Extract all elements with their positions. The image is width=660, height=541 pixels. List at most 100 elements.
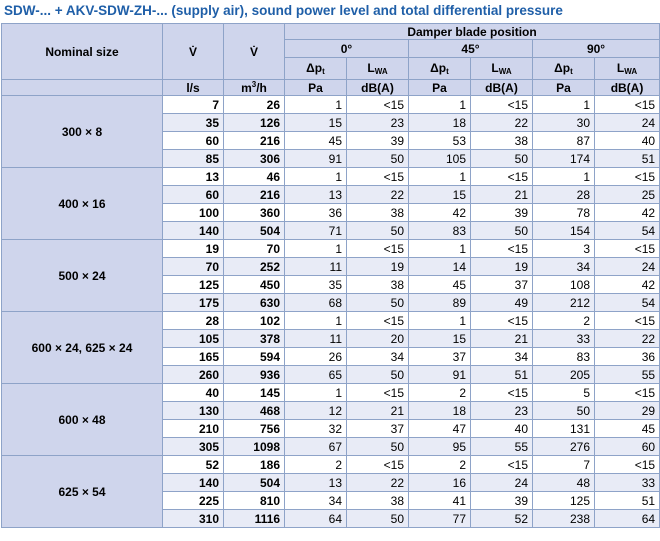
volume-flow-ls-header: V̇ <box>162 23 224 80</box>
value-cell: 3 <box>532 239 595 258</box>
table-row: 600 × 48 40 145 1 <15 2 <15 5 <15 <box>1 383 660 456</box>
value-cell: <15 <box>346 383 409 402</box>
value-cell: <15 <box>346 311 409 330</box>
flow-cell: 126 <box>223 113 285 132</box>
value-cell: 50 <box>470 221 533 240</box>
value-cell: 212 <box>532 293 595 312</box>
value-cell: 24 <box>593 257 660 276</box>
value-cell: 24 <box>470 473 533 492</box>
value-cell: <15 <box>593 95 660 114</box>
value-cell: 22 <box>346 473 409 492</box>
flow-cell: 100 <box>162 203 224 222</box>
unit-pa: Pa <box>408 79 471 96</box>
value-cell: 38 <box>346 491 409 510</box>
value-cell: 14 <box>408 257 471 276</box>
flow-cell: 310 <box>162 509 224 528</box>
flow-cell: 140 <box>162 221 224 240</box>
value-cell: 19 <box>470 257 533 276</box>
value-cell: 13 <box>284 473 347 492</box>
lwa-header: LWA <box>470 57 533 80</box>
flow-cell: 60 <box>162 185 224 204</box>
table-row: 310 1116 64 50 77 52 238 64 <box>2 509 660 528</box>
value-cell: 55 <box>470 437 533 456</box>
value-cell: <15 <box>593 167 660 186</box>
dp-header: Δpt <box>532 57 595 80</box>
value-cell: 28 <box>532 185 595 204</box>
flow-cell: 102 <box>223 311 285 330</box>
value-cell: 68 <box>284 293 347 312</box>
value-cell: 39 <box>470 203 533 222</box>
value-cell: 33 <box>593 473 660 492</box>
value-cell: 2 <box>284 455 347 474</box>
flow-cell: 468 <box>223 401 285 420</box>
value-cell: 91 <box>284 149 347 168</box>
value-cell: 1 <box>532 167 595 186</box>
value-cell: 15 <box>284 113 347 132</box>
value-cell: 5 <box>532 383 595 402</box>
flow-cell: 252 <box>223 257 285 276</box>
value-cell: 1 <box>408 95 471 114</box>
value-cell: <15 <box>470 311 533 330</box>
flow-cell: 306 <box>223 149 285 168</box>
value-cell: 65 <box>284 365 347 384</box>
value-cell: 42 <box>593 275 660 294</box>
position-45-header: 45° <box>408 39 533 58</box>
value-cell: 52 <box>470 509 533 528</box>
value-cell: 1 <box>408 311 471 330</box>
value-cell: 23 <box>346 113 409 132</box>
flow-cell: 70 <box>162 257 224 276</box>
value-cell: 22 <box>346 185 409 204</box>
unit-dba: dB(A) <box>470 79 533 96</box>
value-cell: 64 <box>284 509 347 528</box>
flow-cell: 40 <box>162 383 224 402</box>
value-cell: 37 <box>470 275 533 294</box>
value-cell: 105 <box>408 149 471 168</box>
value-cell: 154 <box>532 221 595 240</box>
flow-cell: 360 <box>223 203 285 222</box>
dp-header: Δpt <box>284 57 347 80</box>
nominal-size-cell: 400 × 16 <box>1 167 163 240</box>
value-cell: 54 <box>593 221 660 240</box>
flow-cell: 145 <box>223 383 285 402</box>
value-cell: <15 <box>593 455 660 474</box>
value-cell: 55 <box>593 365 660 384</box>
value-cell: 39 <box>346 131 409 150</box>
value-cell: 205 <box>532 365 595 384</box>
nominal-size-cell: 300 × 8 <box>1 95 163 168</box>
value-cell: 51 <box>593 149 660 168</box>
flow-cell: 594 <box>223 347 285 366</box>
value-cell: 1 <box>284 167 347 186</box>
value-cell: 21 <box>470 329 533 348</box>
data-table: Nominal size V̇ V̇ Damper blade position… <box>1 23 660 528</box>
unit-ls: l/s <box>162 79 224 96</box>
unit-pa: Pa <box>284 79 347 96</box>
value-cell: 26 <box>284 347 347 366</box>
flow-cell: 1098 <box>223 437 285 456</box>
value-cell: 36 <box>284 203 347 222</box>
table-title: SDW-... + AKV-SDW-ZH-... (supply air), s… <box>4 3 563 18</box>
flow-cell: 175 <box>162 293 224 312</box>
flow-cell: 186 <box>223 455 285 474</box>
value-cell: 1 <box>408 239 471 258</box>
table-row: 225 810 34 38 41 39 125 51 <box>2 491 660 510</box>
value-cell: 87 <box>532 131 595 150</box>
value-cell: 45 <box>593 419 660 438</box>
value-cell: 276 <box>532 437 595 456</box>
table-row: 400 × 16 13 46 1 <15 1 <15 1 <15 <box>1 167 660 240</box>
unit-dba: dB(A) <box>593 79 660 96</box>
value-cell: 60 <box>593 437 660 456</box>
table-row: 105 378 11 20 15 21 33 22 <box>2 329 660 348</box>
flow-cell: 810 <box>223 491 285 510</box>
value-cell: 2 <box>532 311 595 330</box>
value-cell: 23 <box>470 401 533 420</box>
nominal-size-header: Nominal size <box>1 23 163 80</box>
value-cell: 51 <box>593 491 660 510</box>
nominal-size-cell: 600 × 48 <box>1 383 163 456</box>
value-cell: 22 <box>593 329 660 348</box>
flow-cell: 105 <box>162 329 224 348</box>
table-row: 500 × 24 19 70 1 <15 1 <15 3 <15 <box>1 239 660 312</box>
value-cell: <15 <box>470 167 533 186</box>
value-cell: 39 <box>470 491 533 510</box>
table-row: 35 126 15 23 18 22 30 24 <box>2 113 660 132</box>
lwa-header: LWA <box>346 57 409 80</box>
